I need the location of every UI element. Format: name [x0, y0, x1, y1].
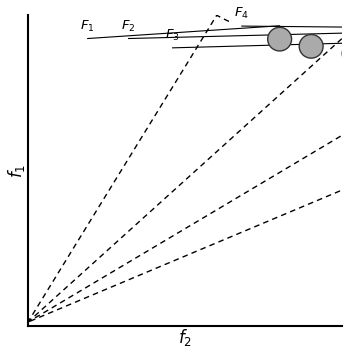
Circle shape — [299, 34, 323, 58]
Text: $F_1$: $F_1$ — [80, 19, 95, 34]
Text: $F_2$: $F_2$ — [121, 19, 136, 34]
Circle shape — [268, 27, 292, 51]
Y-axis label: $f_1$: $f_1$ — [6, 164, 26, 178]
Text: $F_3$: $F_3$ — [165, 28, 180, 43]
Text: $F_4$: $F_4$ — [234, 6, 249, 22]
X-axis label: $f_2$: $f_2$ — [178, 327, 192, 348]
Circle shape — [342, 42, 348, 65]
